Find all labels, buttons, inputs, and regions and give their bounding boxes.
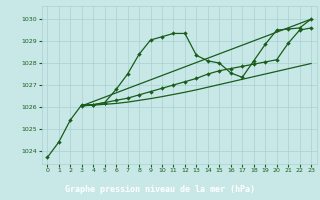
Text: Graphe pression niveau de la mer (hPa): Graphe pression niveau de la mer (hPa): [65, 185, 255, 194]
